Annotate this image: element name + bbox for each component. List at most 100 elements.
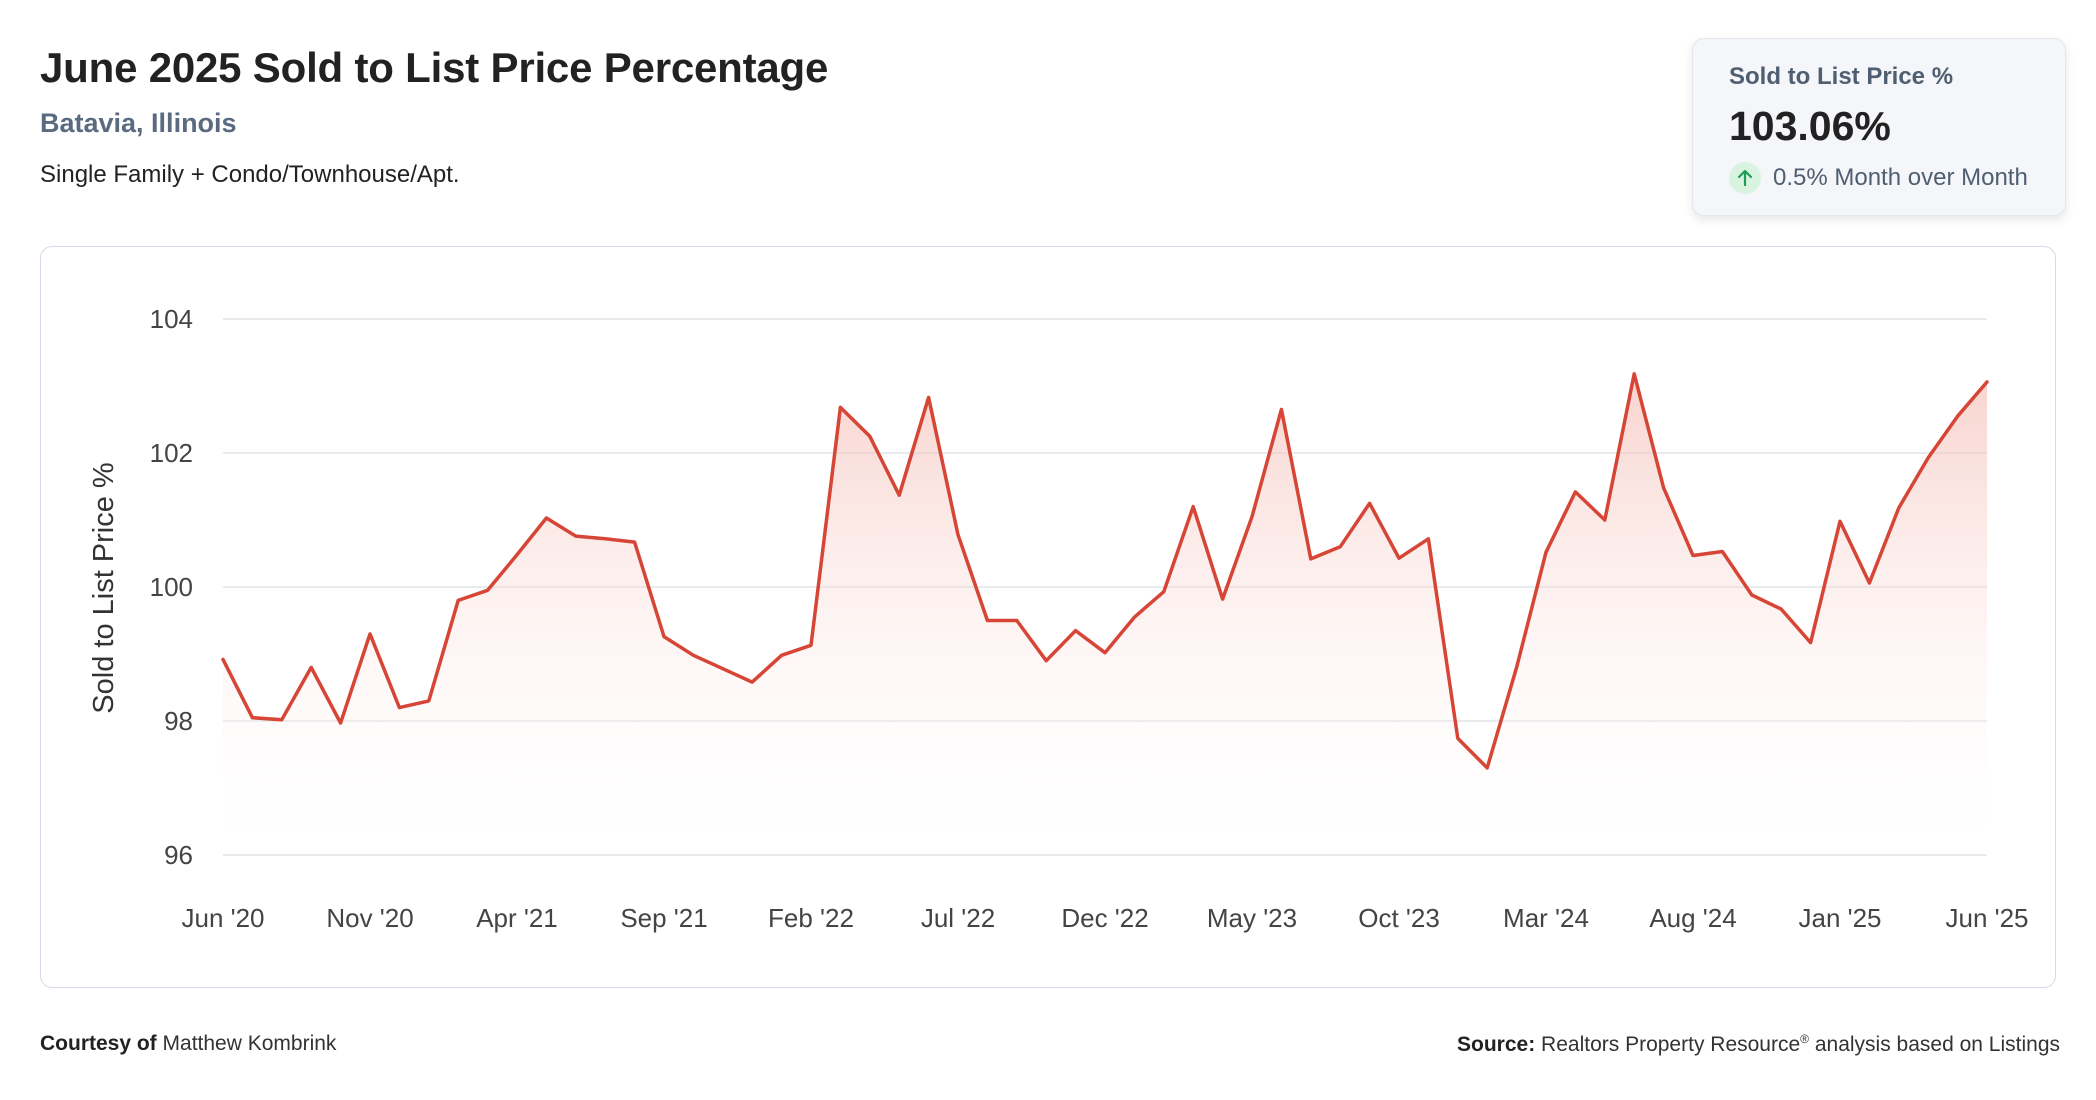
series-line [221, 372, 1989, 770]
data-point [1074, 629, 1078, 633]
property-type-label: Single Family + Condo/Townhouse/Apt. [40, 161, 460, 188]
data-point [691, 653, 695, 657]
stat-label: Sold to List Price % [1729, 63, 1954, 90]
y-tick-label: 98 [164, 706, 193, 736]
data-point [486, 588, 490, 592]
data-point [1368, 501, 1372, 505]
data-point [838, 405, 842, 409]
x-tick-label: May '23 [1207, 903, 1297, 933]
data-point [633, 540, 637, 544]
location-subtitle: Batavia, Illinois [40, 108, 237, 138]
x-axis-ticks: Jun '20 Nov '20 Apr '21 Sep '21 Feb '22 Jul '… [181, 903, 2028, 933]
data-point [927, 395, 931, 399]
header: June 2025 Sold to List Price Percentage … [40, 44, 828, 189]
x-tick-label: Jul '22 [921, 903, 995, 933]
data-point [1926, 456, 1930, 460]
data-point [574, 534, 578, 538]
footer-source: Source: Realtors Property Resource® anal… [1457, 1032, 2060, 1057]
data-point [1397, 556, 1401, 560]
data-point [1867, 581, 1871, 585]
data-point [1044, 659, 1048, 663]
data-point [1838, 519, 1842, 523]
source-label: Source: [1457, 1033, 1536, 1056]
data-point [1221, 597, 1225, 601]
data-point [397, 706, 401, 710]
data-point [1279, 407, 1283, 411]
data-point [1015, 619, 1019, 623]
data-point [368, 632, 372, 636]
data-point [1162, 590, 1166, 594]
data-point [1691, 554, 1695, 558]
data-point [721, 667, 725, 671]
y-axis-ticks: 96 98 100 102 104 [150, 304, 193, 870]
data-point [1750, 593, 1754, 597]
data-point [1662, 486, 1666, 490]
stat-value: 103.06% [1729, 103, 1891, 149]
chart-card: 96 98 100 102 104 Jun '20 Nov '20 Apr '21 Sep '… [40, 246, 2056, 988]
data-point [603, 537, 607, 541]
data-point [1515, 665, 1519, 669]
data-point [985, 619, 989, 623]
data-point [1485, 766, 1489, 770]
data-point [1191, 505, 1195, 509]
stat-card: Sold to List Price % 103.06% 0.5% Month … [1692, 38, 2066, 216]
y-tick-label: 96 [164, 840, 193, 870]
data-point [956, 533, 960, 537]
data-point [809, 643, 813, 647]
data-point [456, 598, 460, 602]
registered-mark: ® [1800, 1032, 1809, 1046]
x-tick-label: Aug '24 [1649, 903, 1736, 933]
data-point [250, 716, 254, 720]
stat-change-text: 0.5% Month over Month [1773, 164, 2028, 191]
data-point [897, 493, 901, 497]
data-point [221, 657, 225, 661]
x-tick-label: Apr '21 [476, 903, 558, 933]
data-point [427, 699, 431, 703]
line-chart: 96 98 100 102 104 Jun '20 Nov '20 Apr '21 Sep '… [88, 304, 2029, 933]
data-point [309, 665, 313, 669]
data-point [1544, 550, 1548, 554]
data-point [1985, 380, 1989, 384]
y-axis-label: Sold to List Price % [88, 462, 120, 713]
x-tick-label: Nov '20 [326, 903, 413, 933]
data-point [515, 553, 519, 557]
data-point [1309, 557, 1313, 561]
data-point [1956, 414, 1960, 418]
data-point [339, 721, 343, 725]
page-title: June 2025 Sold to List Price Percentage [40, 44, 829, 91]
x-tick-label: Oct '23 [1358, 903, 1440, 933]
x-tick-label: Jun '20 [181, 903, 264, 933]
courtesy-name: Matthew Kombrink [162, 1032, 337, 1055]
data-point [1632, 372, 1636, 376]
data-point [1338, 545, 1342, 549]
source-suffix: analysis based on Listings [1814, 1033, 2060, 1056]
data-point [868, 434, 872, 438]
data-point [1603, 518, 1607, 522]
stat-change: 0.5% Month over Month [1729, 162, 2065, 194]
courtesy-label: Courtesy of [40, 1032, 157, 1055]
data-point [544, 516, 548, 520]
data-point [1573, 490, 1577, 494]
x-tick-label: Dec '22 [1061, 903, 1148, 933]
footer-courtesy: Courtesy of Matthew Kombrink [40, 1032, 336, 1056]
source-text: Realtors Property Resource [1541, 1033, 1801, 1056]
data-point [1897, 506, 1901, 510]
y-tick-label: 102 [150, 438, 193, 468]
x-tick-label: Feb '22 [768, 903, 854, 933]
arrow-up-icon [1729, 162, 1761, 194]
y-tick-label: 100 [150, 572, 193, 602]
data-point [1720, 549, 1724, 553]
y-tick-label: 104 [150, 304, 193, 334]
data-point [1250, 515, 1254, 519]
x-tick-label: Sep '21 [620, 903, 707, 933]
data-point [1426, 537, 1430, 541]
series-layer [221, 372, 1989, 855]
data-point [1132, 615, 1136, 619]
data-point [280, 718, 284, 722]
x-tick-label: Jun '25 [1945, 903, 2028, 933]
data-point [662, 635, 666, 639]
data-point [1456, 736, 1460, 740]
data-point [1779, 607, 1783, 611]
data-point [780, 653, 784, 657]
series-area [223, 373, 1987, 855]
